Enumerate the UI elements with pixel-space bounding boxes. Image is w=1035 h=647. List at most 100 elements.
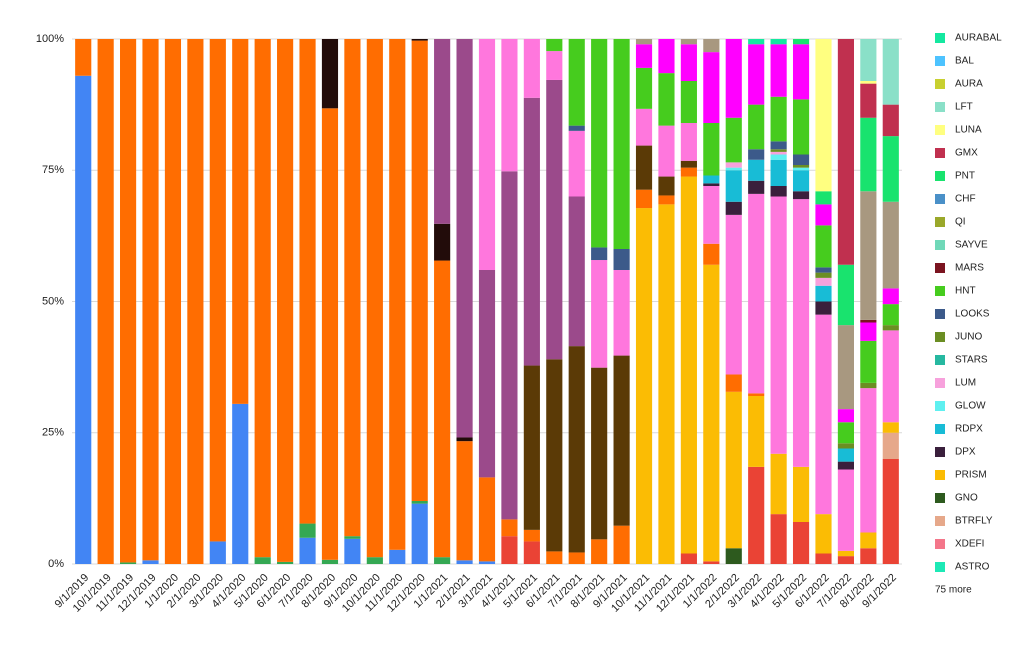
bar-segment xyxy=(658,195,675,205)
bar-segment xyxy=(882,459,899,564)
bar-segment xyxy=(568,346,585,553)
bar-segment xyxy=(635,44,653,68)
bar-segment xyxy=(635,189,653,209)
bar-segment xyxy=(321,39,339,109)
legend-label: PNT xyxy=(955,171,975,182)
legend-label: CHF xyxy=(955,194,976,205)
bar-segment xyxy=(770,159,787,186)
bar-segment xyxy=(748,393,765,396)
bar-segment xyxy=(792,39,810,45)
legend-label: QI xyxy=(955,217,966,228)
bar-segment xyxy=(770,453,787,515)
bar-segment xyxy=(725,214,742,375)
legend-swatch xyxy=(935,401,945,411)
bar-segment xyxy=(299,537,316,564)
bar-segment xyxy=(882,330,899,423)
legend-swatch xyxy=(935,424,945,434)
bar-segment xyxy=(456,441,473,561)
bar-segment xyxy=(568,196,585,347)
legend-swatch xyxy=(935,217,945,227)
bar-segment xyxy=(164,39,182,564)
bar-segment xyxy=(815,514,832,554)
bar-segment xyxy=(725,391,742,549)
bar-segment xyxy=(792,167,810,171)
legend-swatch xyxy=(935,493,945,503)
legend-more: 75 more xyxy=(935,585,972,596)
y-tick-label: 100% xyxy=(36,33,64,45)
bar-segment xyxy=(860,340,877,383)
bar-segment xyxy=(748,466,765,564)
bar-segment xyxy=(703,39,720,53)
bar-segment xyxy=(75,75,92,564)
legend-label: MARS xyxy=(955,263,984,274)
bar-segment xyxy=(725,167,742,171)
bar-segment xyxy=(703,52,720,123)
legend-swatch xyxy=(935,102,945,112)
bar-segment xyxy=(546,551,563,564)
bar-segment xyxy=(658,39,675,74)
bar-segment xyxy=(411,39,428,41)
bar-segment xyxy=(748,44,765,105)
bar-segment xyxy=(815,225,832,268)
legend-swatch xyxy=(935,263,945,273)
bar-segment xyxy=(97,39,114,564)
bar-segment xyxy=(232,39,249,404)
bar-segment xyxy=(568,130,585,197)
bar-segment xyxy=(478,270,496,478)
bar-segment xyxy=(680,167,697,177)
bar-segment xyxy=(725,39,742,118)
bar-segment xyxy=(703,186,720,244)
bar-segment xyxy=(792,466,810,522)
bar-segment xyxy=(546,39,563,52)
bar-segment xyxy=(748,159,765,181)
legend-swatch xyxy=(935,447,945,457)
legend-swatch xyxy=(935,355,945,365)
bar-segment xyxy=(478,477,496,562)
bar-segment xyxy=(815,285,832,302)
bar-segment xyxy=(748,193,765,394)
legend-swatch xyxy=(935,194,945,204)
bar-segment xyxy=(142,560,159,564)
legend-label: LUNA xyxy=(955,125,982,136)
bar-segment xyxy=(792,44,810,100)
bar-segment xyxy=(434,39,451,224)
bar-segment xyxy=(837,422,854,444)
bar-segment xyxy=(613,525,630,564)
bar-segment xyxy=(546,51,563,80)
bar-segment xyxy=(546,359,563,552)
bar-segment xyxy=(748,39,765,45)
legend-label: GLOW xyxy=(955,401,986,412)
bar-segment xyxy=(658,204,675,564)
legend-label: JUNO xyxy=(955,332,982,343)
bar-segment xyxy=(882,104,899,137)
bar-segment xyxy=(523,365,540,530)
bar-segment xyxy=(591,260,608,368)
bar-segment xyxy=(501,39,518,172)
bar-segment xyxy=(680,81,697,123)
bar-segment xyxy=(680,39,697,45)
bar-segment xyxy=(792,191,810,200)
bar-segment xyxy=(142,39,159,561)
bar-segment xyxy=(434,223,451,261)
bar-segment xyxy=(815,553,832,564)
legend-label: ASTRO xyxy=(955,562,990,573)
legend-label: LOOKS xyxy=(955,309,990,320)
bar-segment xyxy=(613,355,630,526)
bar-segment xyxy=(860,83,877,118)
bar-segment xyxy=(321,108,339,560)
bar-segment xyxy=(770,39,787,45)
bar-segment xyxy=(680,176,697,554)
bar-segment xyxy=(860,191,877,320)
bar-segment xyxy=(456,39,473,438)
legend-label: AURA xyxy=(955,79,983,90)
bar-segment xyxy=(815,191,832,205)
bar-segment xyxy=(456,560,473,564)
bar-segment xyxy=(232,403,249,564)
bar-segment xyxy=(860,319,877,323)
legend-label: LFT xyxy=(955,102,973,113)
bar-segment xyxy=(187,39,204,564)
bar-segment xyxy=(792,170,810,192)
legend-swatch xyxy=(935,56,945,66)
bar-segment xyxy=(568,552,585,564)
legend-swatch xyxy=(935,516,945,526)
